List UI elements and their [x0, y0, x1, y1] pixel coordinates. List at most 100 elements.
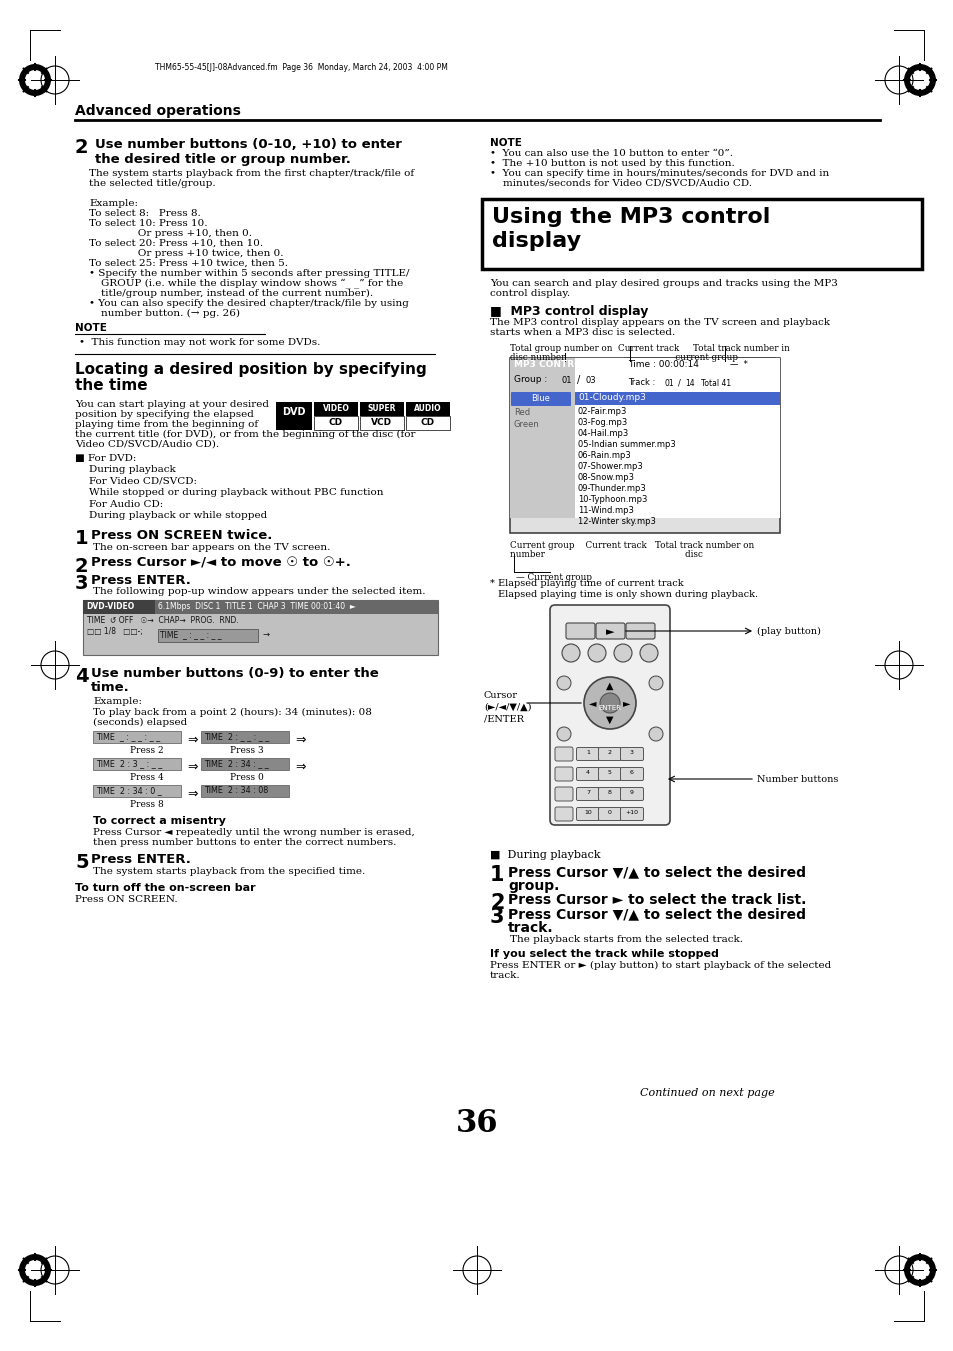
Text: Green: Green	[514, 420, 539, 430]
Bar	[314, 416, 357, 430]
Text: display: display	[492, 231, 580, 251]
Text: ◄: ◄	[589, 698, 597, 708]
Circle shape	[19, 63, 51, 96]
Bar	[575, 392, 780, 405]
Text: DVD: DVD	[282, 407, 305, 417]
Text: Red: Red	[514, 408, 530, 417]
Text: the desired title or group number.: the desired title or group number.	[95, 153, 351, 166]
Text: Time : 00:00:14: Time : 00:00:14	[627, 359, 699, 369]
Text: ⇒: ⇒	[294, 761, 305, 774]
Bar	[83, 600, 437, 655]
FancyBboxPatch shape	[556, 374, 578, 390]
Bar	[359, 403, 403, 416]
Text: To select 10: Press 10.: To select 10: Press 10.	[89, 219, 208, 228]
Text: title/group number, instead of the current number).: title/group number, instead of the curre…	[101, 289, 373, 299]
Bar	[406, 403, 450, 416]
Text: TIME  ↺ OFF   ☉→  CHAP→  PROG.  RND.: TIME ↺ OFF ☉→ CHAP→ PROG. RND.	[87, 616, 238, 626]
Text: 01-Cloudy.mp3: 01-Cloudy.mp3	[578, 393, 645, 403]
Text: 1: 1	[75, 530, 89, 549]
Text: disc number                                        current group: disc number current group	[510, 353, 738, 362]
Bar	[481, 199, 921, 269]
Text: CD: CD	[329, 417, 343, 427]
Text: minutes/seconds for Video CD/SVCD/Audio CD.: minutes/seconds for Video CD/SVCD/Audio …	[490, 178, 751, 188]
Text: ■  MP3 control display: ■ MP3 control display	[490, 305, 648, 317]
Text: Press Cursor ▼/▲ to select the desired: Press Cursor ▼/▲ to select the desired	[507, 865, 805, 880]
Text: •  The +10 button is not used by this function.: • The +10 button is not used by this fun…	[490, 159, 734, 168]
Text: 11-Wind.mp3: 11-Wind.mp3	[578, 507, 633, 515]
FancyBboxPatch shape	[576, 788, 598, 801]
Text: /ENTER: /ENTER	[483, 715, 523, 724]
Text: /: /	[678, 378, 680, 386]
Text: •  You can also use the 10 button to enter “0”.: • You can also use the 10 button to ente…	[490, 149, 732, 158]
Text: starts when a MP3 disc is selected.: starts when a MP3 disc is selected.	[490, 328, 675, 336]
Text: Press Cursor ▼/▲ to select the desired: Press Cursor ▼/▲ to select the desired	[507, 907, 805, 921]
FancyBboxPatch shape	[598, 788, 620, 801]
Text: Total 41: Total 41	[700, 380, 730, 388]
Text: 7: 7	[585, 790, 589, 794]
FancyBboxPatch shape	[623, 376, 775, 390]
Text: 8: 8	[607, 790, 611, 794]
Text: 04-Hail.mp3: 04-Hail.mp3	[578, 430, 629, 438]
Text: Press 8: Press 8	[130, 800, 164, 809]
FancyBboxPatch shape	[576, 747, 598, 761]
Circle shape	[614, 644, 631, 662]
FancyBboxPatch shape	[680, 377, 699, 390]
Text: 4: 4	[75, 667, 89, 686]
Text: 2: 2	[75, 138, 89, 157]
Text: Current group    Current track   Total track number on: Current group Current track Total track …	[510, 540, 754, 550]
Circle shape	[909, 70, 929, 91]
Text: THM65-55-45[J]-08Advanced.fm  Page 36  Monday, March 24, 2003  4:00 PM: THM65-55-45[J]-08Advanced.fm Page 36 Mon…	[154, 63, 447, 73]
Text: Cursor: Cursor	[483, 690, 517, 700]
Text: NOTE: NOTE	[75, 323, 107, 332]
Circle shape	[557, 727, 571, 740]
Text: VIDEO: VIDEO	[322, 404, 349, 413]
FancyBboxPatch shape	[619, 808, 643, 820]
Text: 9: 9	[629, 790, 634, 794]
FancyBboxPatch shape	[619, 747, 643, 761]
FancyBboxPatch shape	[576, 808, 598, 820]
Text: 36: 36	[456, 1108, 497, 1139]
FancyBboxPatch shape	[598, 767, 620, 781]
Text: TIME  2 : 34 : 08: TIME 2 : 34 : 08	[204, 786, 268, 794]
FancyBboxPatch shape	[511, 392, 571, 407]
Text: During playback: During playback	[89, 465, 175, 474]
Text: To play back from a point 2 (hours): 34 (minutes): 08: To play back from a point 2 (hours): 34 …	[92, 708, 372, 717]
Text: 6.1Mbps  DISC 1  TITLE 1  CHAP 3  TIME 00:01:40  ►: 6.1Mbps DISC 1 TITLE 1 CHAP 3 TIME 00:01…	[158, 603, 355, 611]
Text: 0: 0	[607, 811, 611, 815]
Text: NOTE: NOTE	[490, 138, 521, 149]
Text: ■  During playback: ■ During playback	[490, 850, 600, 861]
Text: 2: 2	[490, 893, 504, 913]
Text: Example:: Example:	[92, 697, 142, 707]
FancyBboxPatch shape	[565, 623, 595, 639]
Text: MP3 CONTROL: MP3 CONTROL	[514, 359, 587, 369]
Bar	[359, 416, 403, 430]
FancyBboxPatch shape	[625, 623, 655, 639]
Text: Track :: Track :	[627, 378, 655, 386]
Bar	[83, 600, 154, 613]
Bar	[275, 403, 312, 430]
Text: Press 3: Press 3	[230, 746, 263, 755]
Text: Press Cursor ◄ repeatedly until the wrong number is erased,: Press Cursor ◄ repeatedly until the wron…	[92, 828, 415, 838]
Text: During playback or while stopped: During playback or while stopped	[89, 511, 267, 520]
Text: Blue: Blue	[531, 394, 550, 403]
Circle shape	[587, 644, 605, 662]
Text: 5: 5	[75, 852, 89, 871]
Text: Or press +10 twice, then 0.: Or press +10 twice, then 0.	[89, 249, 283, 258]
Bar	[510, 358, 780, 373]
Text: control display.: control display.	[490, 289, 570, 299]
Text: •  This function may not work for some DVDs.: • This function may not work for some DV…	[79, 338, 320, 347]
Text: • You can also specify the desired chapter/track/file by using: • You can also specify the desired chapt…	[89, 299, 409, 308]
Circle shape	[583, 677, 636, 730]
FancyBboxPatch shape	[555, 788, 573, 801]
Text: ⇒: ⇒	[187, 788, 197, 801]
Text: Use number buttons (0-9) to enter the: Use number buttons (0-9) to enter the	[91, 667, 378, 680]
Text: The following pop-up window appears under the selected item.: The following pop-up window appears unde…	[92, 586, 425, 596]
Text: 12-Winter sky.mp3: 12-Winter sky.mp3	[578, 517, 655, 526]
Text: Elapsed playing time is only shown during playback.: Elapsed playing time is only shown durin…	[497, 590, 758, 598]
Bar	[201, 758, 289, 770]
Text: 10: 10	[583, 811, 591, 815]
Text: /: /	[577, 376, 579, 385]
Text: 01: 01	[663, 380, 673, 388]
Text: 2: 2	[75, 557, 89, 576]
Text: You can start playing at your desired: You can start playing at your desired	[75, 400, 269, 409]
